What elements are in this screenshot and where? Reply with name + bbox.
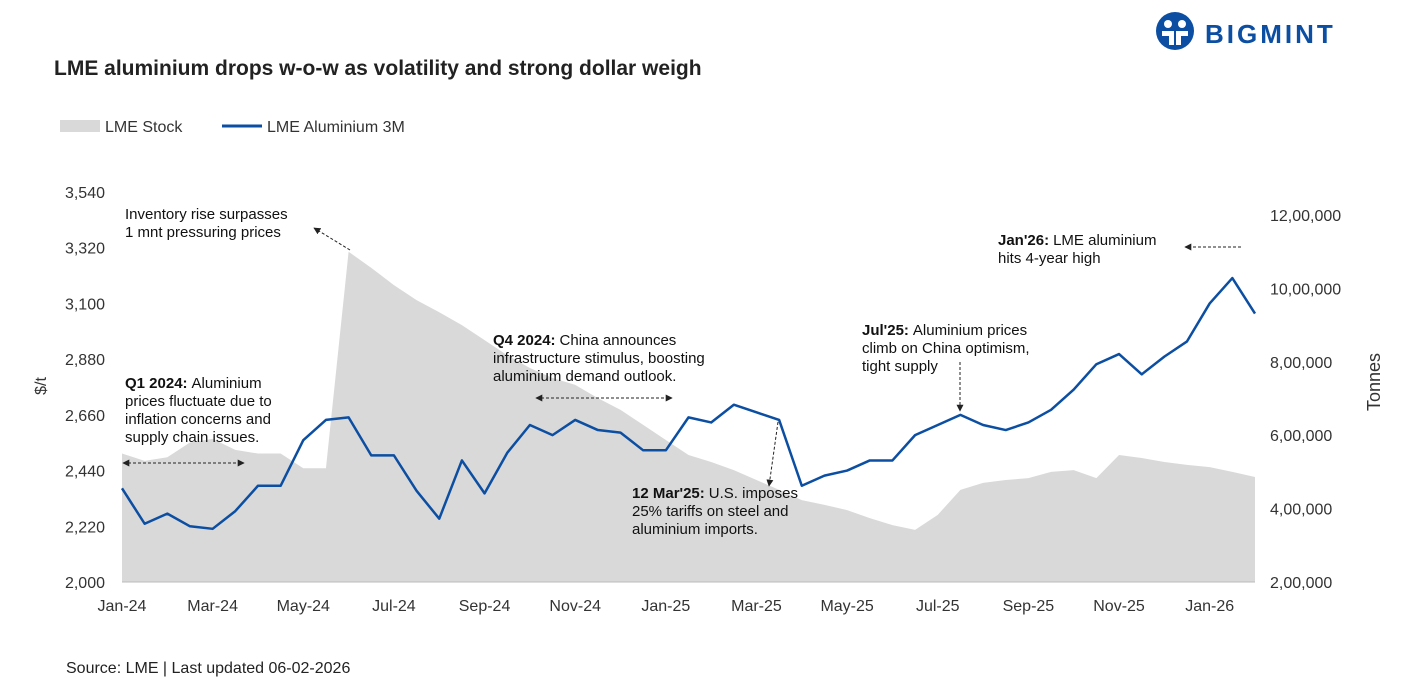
y2-tick-label: 4,00,000 bbox=[1270, 502, 1332, 519]
y-tick-label: 2,000 bbox=[65, 575, 105, 592]
annotation: Jul'25: Aluminium prices bbox=[862, 322, 1027, 339]
annotation-text: 1 mnt pressuring prices bbox=[125, 224, 281, 241]
y2-tick-label: 12,00,000 bbox=[1270, 208, 1341, 225]
annotation: climb on China optimism, bbox=[862, 340, 1030, 357]
y-tick-label: 3,100 bbox=[65, 296, 105, 313]
y2-tick-label: 8,00,000 bbox=[1270, 355, 1332, 372]
annotation-text: hits 4-year high bbox=[998, 250, 1101, 267]
y2-tick-label: 6,00,000 bbox=[1270, 428, 1332, 445]
y-tick-label: 3,320 bbox=[65, 241, 105, 258]
annotation-arrows bbox=[122, 227, 1241, 487]
annotation: hits 4-year high bbox=[998, 250, 1101, 267]
annotation: supply chain issues. bbox=[125, 429, 259, 446]
y2-axis-title: Tonnes bbox=[1364, 353, 1384, 411]
annotation-lead: Q4 2024: bbox=[493, 332, 556, 349]
y-tick-label: 2,660 bbox=[65, 408, 105, 425]
annotation-text: Aluminium bbox=[192, 375, 262, 392]
y-tick-label: 3,540 bbox=[65, 185, 105, 202]
annotation-text: 25% tariffs on steel and bbox=[632, 503, 789, 520]
annotation: aluminium demand outlook. bbox=[493, 368, 676, 385]
annotation-text: LME aluminium bbox=[1053, 232, 1156, 249]
arrow bbox=[766, 421, 779, 487]
annotation-text: Aluminium prices bbox=[913, 322, 1027, 339]
x-tick-label: May-25 bbox=[820, 598, 873, 615]
annotation: Q1 2024: Aluminium bbox=[125, 375, 262, 392]
annotation: Inventory rise surpasses bbox=[125, 206, 288, 223]
annotation-lead: Jan'26: bbox=[998, 232, 1049, 249]
x-tick-label: Sep-24 bbox=[459, 598, 511, 615]
annotation: infrastructure stimulus, boosting bbox=[493, 350, 705, 367]
annotation-text: Inventory rise surpasses bbox=[125, 206, 288, 223]
annotation-lead: Jul'25: bbox=[862, 322, 909, 339]
x-tick-label: Mar-24 bbox=[187, 598, 238, 615]
y-tick-label: 2,440 bbox=[65, 464, 105, 481]
annotation-text: inflation concerns and bbox=[125, 411, 271, 428]
annotation: 25% tariffs on steel and bbox=[632, 503, 789, 520]
stock-area bbox=[122, 251, 1255, 582]
annotation: tight supply bbox=[862, 358, 938, 375]
y-axis-title: $/t bbox=[33, 377, 50, 395]
arrow bbox=[313, 227, 351, 251]
x-tick-label: Sep-25 bbox=[1003, 598, 1055, 615]
annotation: prices fluctuate due to bbox=[125, 393, 272, 410]
annotation: 12 Mar'25: U.S. imposes bbox=[632, 485, 798, 502]
annotation-text: U.S. imposes bbox=[709, 485, 798, 502]
annotation-text: prices fluctuate due to bbox=[125, 393, 272, 410]
logo: BIGMINT bbox=[1156, 12, 1336, 50]
annotation: inflation concerns and bbox=[125, 411, 271, 428]
x-tick-label: Mar-25 bbox=[731, 598, 782, 615]
y2-tick-label: 2,00,000 bbox=[1270, 575, 1332, 592]
x-tick-label: Nov-24 bbox=[549, 598, 601, 615]
x-tick-label: Jan-26 bbox=[1185, 598, 1234, 615]
annotation-text: tight supply bbox=[862, 358, 938, 375]
annotation-text: aluminium demand outlook. bbox=[493, 368, 676, 385]
legend-swatch bbox=[60, 120, 100, 132]
x-tick-label: Jul-25 bbox=[916, 598, 960, 615]
annotation-text: supply chain issues. bbox=[125, 429, 259, 446]
legend-label: LME Stock bbox=[105, 119, 183, 136]
annotation: Q4 2024: China announces bbox=[493, 332, 676, 349]
legend-label: LME Aluminium 3M bbox=[267, 119, 405, 136]
chart-title: LME aluminium drops w-o-w as volatility … bbox=[54, 57, 702, 80]
source: Source: LME | Last updated 06-02-2026 bbox=[66, 660, 350, 677]
x-tick-label: Jan-25 bbox=[641, 598, 690, 615]
annotation: aluminium imports. bbox=[632, 521, 758, 538]
annotation-text: climb on China optimism, bbox=[862, 340, 1030, 357]
annotation-lead: Q1 2024: bbox=[125, 375, 188, 392]
x-tick-label: Jan-24 bbox=[98, 598, 147, 615]
price-line bbox=[120, 276, 1257, 531]
x-tick-label: May-24 bbox=[277, 598, 330, 615]
plot-area bbox=[120, 251, 1257, 583]
annotation-text: infrastructure stimulus, boosting bbox=[493, 350, 705, 367]
annotation: 1 mnt pressuring prices bbox=[125, 224, 281, 241]
brand: BIGMINT bbox=[1205, 19, 1336, 49]
x-tick-label: Nov-25 bbox=[1093, 598, 1145, 615]
x-tick-label: Jul-24 bbox=[372, 598, 416, 615]
annotation-text: aluminium imports. bbox=[632, 521, 758, 538]
y-tick-label: 2,880 bbox=[65, 352, 105, 369]
y-tick-label: 2,220 bbox=[65, 519, 105, 536]
annotation-text: China announces bbox=[560, 332, 677, 349]
annotation: Jan'26: LME aluminium bbox=[998, 232, 1156, 249]
y2-tick-label: 10,00,000 bbox=[1270, 281, 1341, 298]
annotation-lead: 12 Mar'25: bbox=[632, 485, 705, 502]
